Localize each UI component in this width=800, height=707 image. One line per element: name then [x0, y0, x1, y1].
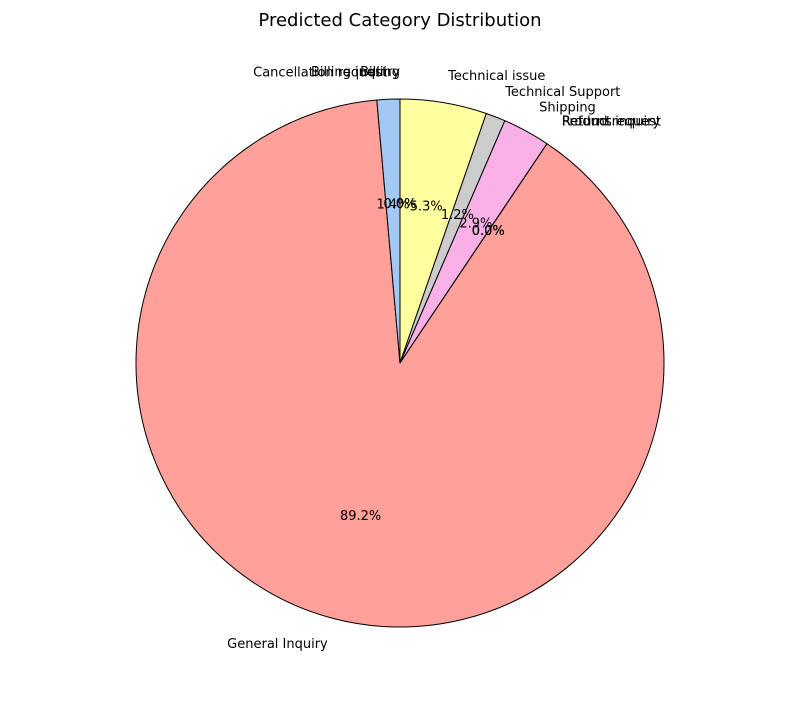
- slice-label-billing: Billing: [360, 65, 400, 80]
- slice-pct-shipping: 2.9%: [459, 216, 492, 231]
- slice-label-technical-issue: Technical issue: [447, 69, 545, 84]
- slice-label-billing-inquiry: Billing inquiry: [311, 65, 400, 80]
- percent-labels: 5.3%1.2%2.9%0.0%0.0%0.0%89.2%1.4%0.0%0.0…: [340, 197, 505, 524]
- slice-label-product-inquiry: Product inquiry: [562, 114, 661, 129]
- slice-pct-refund-request: 0.0%: [472, 224, 505, 239]
- slice-label-cancellation-request: Cancellation request: [253, 65, 387, 80]
- slice-pct-product-inquiry: 0.0%: [472, 224, 505, 239]
- slice-pct-returns: 0.0%: [472, 224, 505, 239]
- slice-pct-general-inquiry: 89.2%: [340, 509, 381, 524]
- slice-general-inquiry: [135, 99, 665, 628]
- slice-pct-cancellation-request: 1.4%: [377, 197, 410, 212]
- slice-pct-billing-inquiry: 0.0%: [383, 197, 416, 212]
- slice-label-returns: Returns: [562, 114, 612, 129]
- slice-pct-technical-support: 1.2%: [441, 208, 474, 223]
- slice-label-technical-support: Technical Support: [504, 85, 620, 100]
- chart-title: Predicted Category Distribution: [258, 10, 541, 31]
- pie-slices: [135, 98, 665, 628]
- slice-label-refund-request: Refund request: [562, 114, 661, 129]
- slice-pct-billing: 0.0%: [383, 197, 416, 212]
- slice-label-general-inquiry: General Inquiry: [227, 637, 328, 652]
- slice-label-shipping: Shipping: [539, 101, 596, 116]
- slice-pct-technical-issue: 5.3%: [410, 199, 443, 214]
